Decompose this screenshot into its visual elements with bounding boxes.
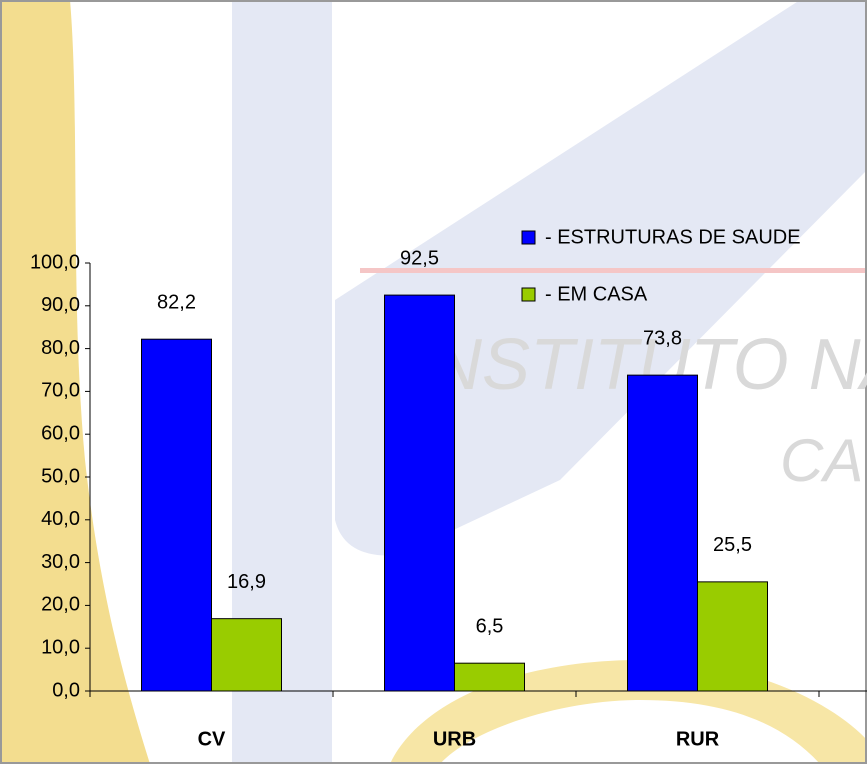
bg-red-line — [360, 268, 867, 273]
y-tick-label: 30,0 — [41, 551, 80, 573]
bg-blue-diagonal — [335, 0, 867, 556]
value-label: 82,2 — [157, 291, 196, 313]
y-tick-label: 50,0 — [41, 465, 80, 487]
bar — [454, 662, 525, 692]
bar — [697, 581, 768, 692]
value-label: 25,5 — [713, 534, 752, 556]
value-label: 73,8 — [643, 327, 682, 349]
value-label: 6,5 — [476, 615, 504, 637]
y-tick-label: 20,0 — [41, 594, 80, 616]
y-tick-label: 10,0 — [41, 636, 80, 658]
y-tick-label: 40,0 — [41, 508, 80, 530]
x-tick-label: CV — [198, 728, 226, 750]
y-tick-label: 100,0 — [30, 251, 80, 273]
bar — [141, 338, 212, 692]
bg-yellow — [0, 0, 150, 764]
legend-label: - EM CASA — [545, 283, 648, 305]
bar — [384, 294, 455, 692]
y-tick-label: 80,0 — [41, 337, 80, 359]
watermark: CA — [780, 427, 863, 494]
value-label: 92,5 — [400, 247, 439, 269]
y-tick-label: 70,0 — [41, 380, 80, 402]
bar — [211, 618, 282, 692]
x-tick-label: RUR — [676, 728, 720, 750]
x-tick-label: URB — [433, 728, 476, 750]
bar — [627, 374, 698, 692]
legend-swatch — [521, 230, 536, 245]
legend-swatch — [521, 287, 536, 302]
y-tick-label: 0,0 — [52, 679, 80, 701]
y-tick-label: 60,0 — [41, 422, 80, 444]
legend-label: - ESTRUTURAS DE SAUDE — [545, 226, 801, 248]
y-tick-label: 90,0 — [41, 294, 80, 316]
value-label: 16,9 — [227, 571, 266, 593]
